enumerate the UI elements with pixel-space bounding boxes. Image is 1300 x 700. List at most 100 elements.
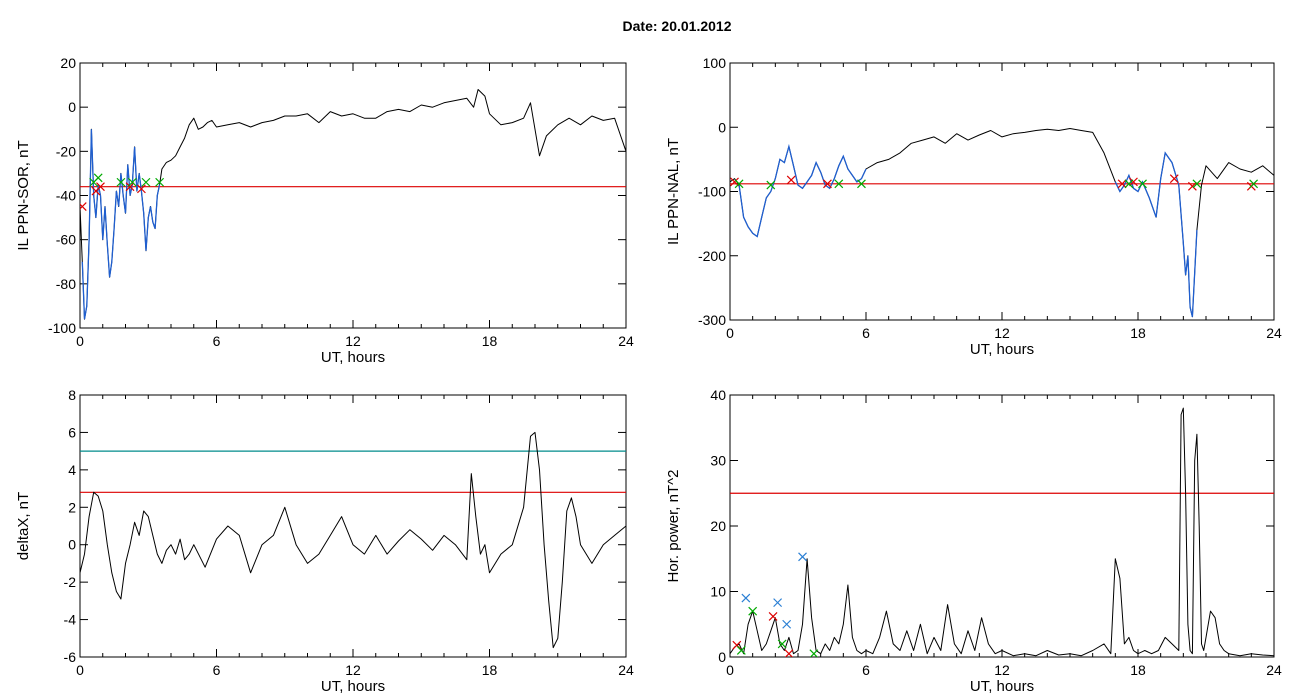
y-axis-label: deltaX, nT [15, 492, 32, 560]
y-tick-label: 4 [68, 462, 76, 478]
x-tick-label: 6 [213, 662, 221, 678]
marker-blue [773, 598, 783, 608]
x-axis-label: UT, hours [321, 678, 385, 695]
series-line [80, 431, 626, 649]
chart-panel-4: 0 6 12 18 24 0 10 20 30 40 UT, hours Hor. power, nT… [665, 387, 1282, 695]
series-line [730, 128, 1274, 318]
marker-green [834, 179, 844, 189]
plot-area [80, 431, 626, 649]
y-tick-label: 0 [68, 537, 76, 553]
chart-panel-2: 0 6 12 18 24 -300 -200 -100 0 100 UT, hours IL PPN-… [665, 55, 1282, 358]
marker-red [823, 179, 832, 189]
y-axis-label: IL PPN-SOR, nT [15, 140, 32, 250]
marker-red [1169, 174, 1179, 184]
plot-area [730, 407, 1274, 657]
y-tick-label: -4 [64, 612, 77, 628]
y-tick-label: -20 [56, 143, 76, 159]
x-axis-label: UT, hours [970, 678, 1034, 695]
x-tick-label: 6 [862, 662, 870, 678]
y-tick-label: -80 [56, 276, 76, 292]
marker-red [786, 175, 796, 185]
marker-green [127, 177, 137, 187]
y-tick-label: 0 [718, 649, 726, 665]
y-axis-label: IL PPN-NAL, nT [665, 138, 682, 245]
y-tick-label: -40 [56, 188, 76, 204]
y-tick-label: -100 [48, 320, 76, 336]
x-tick-label: 12 [994, 662, 1010, 678]
x-tick-label: 0 [76, 333, 84, 349]
y-tick-label: 8 [68, 387, 76, 403]
x-tick-label: 18 [482, 333, 498, 349]
y-tick-label: 6 [68, 424, 76, 440]
series-line [80, 89, 626, 320]
marker-red [125, 182, 135, 192]
y-tick-label: 2 [68, 499, 76, 515]
x-tick-label: 6 [213, 333, 221, 349]
y-tick-label: -60 [56, 232, 76, 248]
marker-green [857, 179, 866, 189]
marker-green [93, 173, 103, 183]
marker-green [1124, 179, 1134, 189]
x-axis-label: UT, hours [321, 349, 385, 366]
marker-green [1138, 179, 1147, 189]
marker-red [1117, 179, 1127, 189]
plot-frame [79, 62, 627, 329]
marker-green [155, 177, 165, 187]
y-tick-label: 100 [703, 55, 727, 71]
y-tick-label: 10 [710, 584, 726, 600]
x-tick-label: 24 [618, 333, 634, 349]
x-tick-label: 6 [862, 325, 870, 341]
highlight-segment [738, 143, 867, 238]
marker-red [730, 177, 739, 187]
marker-green [1249, 179, 1259, 189]
marker-red [80, 202, 87, 211]
marker-green [736, 646, 746, 655]
y-tick-label: -100 [698, 184, 726, 200]
y-axis-label: Hor. power, nT^2 [665, 470, 682, 583]
marker-blue [741, 593, 751, 603]
x-tick-label: 18 [1130, 325, 1146, 341]
chart-panel-1: 0 6 12 18 24 -100 -80 -60 -40 -20 0 20 UT, hours IL P… [15, 55, 634, 366]
y-tick-label: -2 [64, 574, 77, 590]
y-tick-label: -300 [698, 312, 726, 328]
y-tick-label: 20 [710, 518, 726, 534]
y-tick-label: 0 [68, 99, 76, 115]
marker-blue [782, 619, 792, 629]
marker-green [1192, 179, 1202, 189]
x-tick-label: 18 [482, 662, 498, 678]
marker-blue [798, 552, 807, 562]
x-tick-label: 12 [345, 333, 361, 349]
x-tick-label: 24 [1266, 662, 1282, 678]
marker-red [1129, 177, 1138, 187]
marker-red [768, 611, 778, 621]
plot-frame [729, 62, 1275, 321]
x-tick-label: 12 [345, 662, 361, 678]
y-tick-label: -6 [64, 649, 77, 665]
marker-red [784, 649, 794, 657]
marker-green [734, 179, 744, 189]
x-tick-label: 12 [994, 325, 1010, 341]
plot-area [80, 89, 626, 320]
page-title: Date: 20.01.2012 [622, 18, 732, 34]
x-tick-label: 0 [726, 662, 734, 678]
x-axis-label: UT, hours [970, 341, 1034, 358]
x-tick-label: 0 [726, 325, 734, 341]
marker-green [809, 649, 819, 657]
plot-area [730, 128, 1274, 318]
x-tick-label: 24 [618, 662, 634, 678]
y-tick-label: 20 [60, 55, 76, 71]
y-tick-label: 0 [718, 119, 726, 135]
marker-red [1187, 181, 1197, 191]
marker-red [137, 184, 146, 194]
y-tick-label: 40 [710, 387, 726, 403]
marker-red [96, 182, 105, 192]
marker-green [141, 177, 151, 187]
x-tick-label: 0 [76, 662, 84, 678]
y-tick-label: 30 [710, 453, 726, 469]
series-line [730, 407, 1274, 657]
marker-green [777, 639, 787, 649]
marker-green [748, 606, 758, 616]
marker-green [766, 180, 776, 190]
